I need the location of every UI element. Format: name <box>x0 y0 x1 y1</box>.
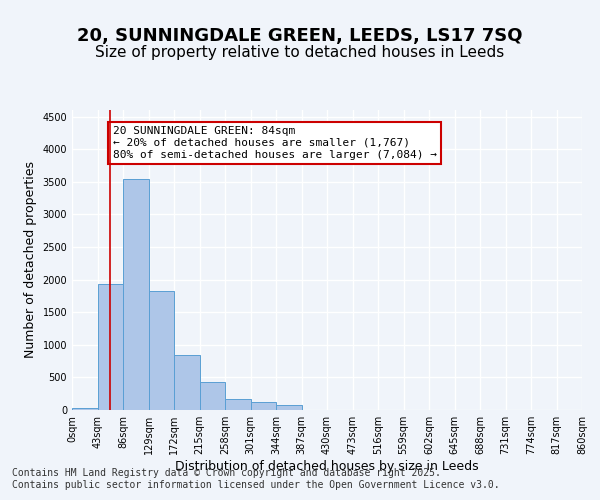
Bar <box>199 382 225 410</box>
Bar <box>97 284 123 410</box>
Bar <box>174 355 199 410</box>
Text: Contains public sector information licensed under the Open Government Licence v3: Contains public sector information licen… <box>12 480 500 490</box>
Bar <box>251 402 276 410</box>
Y-axis label: Number of detached properties: Number of detached properties <box>24 162 37 358</box>
Bar <box>276 406 302 410</box>
Text: Size of property relative to detached houses in Leeds: Size of property relative to detached ho… <box>95 45 505 60</box>
Text: Contains HM Land Registry data © Crown copyright and database right 2025.: Contains HM Land Registry data © Crown c… <box>12 468 441 477</box>
Bar <box>225 399 251 410</box>
Bar <box>123 179 149 410</box>
Bar <box>149 292 174 410</box>
Bar <box>72 408 97 410</box>
Text: 20 SUNNINGDALE GREEN: 84sqm
← 20% of detached houses are smaller (1,767)
80% of : 20 SUNNINGDALE GREEN: 84sqm ← 20% of det… <box>113 126 437 160</box>
X-axis label: Distribution of detached houses by size in Leeds: Distribution of detached houses by size … <box>175 460 479 473</box>
Text: 20, SUNNINGDALE GREEN, LEEDS, LS17 7SQ: 20, SUNNINGDALE GREEN, LEEDS, LS17 7SQ <box>77 28 523 46</box>
